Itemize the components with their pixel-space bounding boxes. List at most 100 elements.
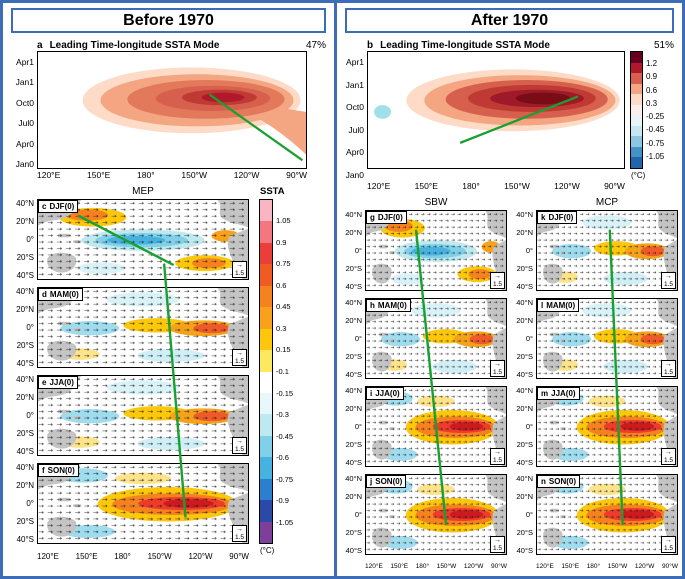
tick-label: -0.25	[646, 112, 665, 122]
tick-label: 150°E	[390, 563, 409, 570]
tick-label: 0°	[26, 499, 34, 508]
panel-label: l MAM(0)	[537, 299, 580, 312]
colorbar-segment	[260, 478, 272, 501]
tick-label: 20°N	[16, 481, 34, 490]
tick-label: 0°	[525, 510, 533, 519]
vector-arrow-icon: →	[235, 438, 243, 446]
map-panel-l: l MAM(0) → 1.5	[536, 298, 678, 379]
tick-label: Jan0	[345, 169, 364, 180]
vector-arrow-icon: →	[664, 537, 672, 545]
panel-label: n SON(0)	[537, 475, 581, 488]
map-row: 40°N 20°N 0° 20°S 40°S m JJA(0) → 1.5	[512, 386, 678, 467]
colorbar-segment	[260, 200, 272, 222]
after-1970-section: After 1970 b Leading Time-longitude SSTA…	[337, 3, 682, 576]
tick-label: 40°N	[516, 298, 533, 307]
panel-letter: e	[42, 378, 47, 387]
tick-label: 0.15	[276, 345, 291, 355]
panel-letter: c	[42, 202, 47, 211]
x-axis-ticks: 120°E 150°E 180° 150°W 120°W 90°W	[536, 563, 678, 570]
panel-season: JJA(0)	[375, 389, 400, 398]
vector-scale-value: 1.5	[663, 280, 673, 288]
panel-season: MAM(0)	[377, 301, 407, 310]
tick-label: 40°N	[516, 474, 533, 483]
tick-label: 20°S	[345, 352, 362, 361]
colorbar-segment	[631, 94, 642, 105]
y-axis-ticks: 40°N 20°N 0° 20°S 40°S	[7, 199, 37, 280]
tick-label: 40°S	[516, 458, 533, 467]
tick-label: -0.6	[276, 453, 289, 463]
vector-scale-box: → 1.5	[489, 448, 505, 465]
panel-label: f SON(0)	[38, 464, 79, 477]
tick-label: 40°N	[516, 210, 533, 219]
panel-label: j SON(0)	[366, 475, 407, 488]
tick-label: 20°N	[16, 217, 34, 226]
panel-label: k DJF(0)	[537, 211, 578, 224]
vector-scale-value: 1.5	[234, 533, 244, 541]
colorbar-segment	[260, 285, 272, 308]
panel-letter: b	[367, 40, 374, 51]
map-panel-e: e JJA(0) → 1.5	[37, 375, 249, 456]
panel-letter: l	[541, 301, 544, 310]
tick-label: 120°W	[188, 552, 213, 561]
tick-label: 40°N	[16, 287, 34, 296]
vector-arrow-icon: →	[235, 350, 243, 358]
colorbar-segment	[260, 457, 272, 479]
colorbar-segment	[260, 221, 272, 243]
colorbar-segment	[260, 350, 272, 372]
tick-label: 150°E	[561, 563, 580, 570]
panel-letter: n	[541, 477, 546, 486]
panel-title: Leading Time-longitude SSTA Mode	[49, 40, 220, 51]
map-row: 40°N 20°N 0° 20°S 40°S k DJF(0) → 1.5	[512, 210, 678, 291]
column-title-mep: MEP	[132, 186, 154, 197]
tick-label: 40°N	[345, 298, 362, 307]
panel-title: Leading Time-longitude SSTA Mode	[380, 40, 550, 51]
tick-label: 40°S	[345, 458, 362, 467]
panel-letter: j	[370, 477, 373, 486]
tick-label: Oct0	[346, 102, 364, 113]
tick-label: 40°S	[516, 370, 533, 379]
vector-arrow-icon: →	[664, 361, 672, 369]
colorbar-segment	[631, 157, 642, 169]
map-panel-n: n SON(0) → 1.5	[536, 474, 678, 555]
map-panel-k: k DJF(0) → 1.5	[536, 210, 678, 291]
hovmoller-plot-b	[367, 51, 625, 169]
vector-arrow-icon: →	[235, 526, 243, 534]
panel-season: DJF(0)	[548, 213, 574, 222]
tick-label: 20°S	[345, 440, 362, 449]
tick-label: 120°W	[554, 181, 580, 191]
tick-label: 20°S	[16, 517, 34, 526]
map-row: 40°N 20°N 0° 20°S 40°S g DJF(0) → 1.5	[341, 210, 507, 291]
panel-season: MAM(0)	[546, 301, 576, 310]
panel-letter: d	[42, 290, 47, 299]
tick-label: 20°N	[516, 316, 533, 325]
tick-label: -0.15	[276, 388, 294, 398]
tick-label: 90°W	[229, 552, 249, 561]
colorbar-segment	[260, 371, 272, 393]
tick-label: 20°S	[16, 253, 34, 262]
tick-label: 0.6	[276, 280, 287, 290]
tick-label: 20°S	[516, 264, 533, 273]
panel-season: SON(0)	[375, 477, 403, 486]
map-row: 40°N 20°N 0° 20°S 40°S f SON(0) → 1.5	[7, 463, 249, 544]
map-row: 40°N 20°N 0° 20°S 40°S j SON(0) → 1.5	[341, 474, 507, 555]
map-panel-f: f SON(0) → 1.5	[37, 463, 249, 544]
vector-scale-box: → 1.5	[489, 536, 505, 553]
colorbar-segment	[260, 392, 272, 415]
tick-label: 20°N	[345, 228, 362, 237]
map-column-mep: MEP 40°N 20°N 0° 20°S 40°S c DJF(0) → 1.5 40°N…	[7, 186, 249, 561]
tick-label: 120°E	[365, 563, 383, 570]
tick-label: 1.2	[646, 59, 658, 68]
x-axis-ticks: 120°E 150°E 180° 150°W 120°W 90°W	[365, 563, 507, 570]
tick-label: -0.1	[276, 366, 289, 376]
y-axis-ticks: Apr1 Jan1 Oct0 Jul0 Apr0 Jan0	[341, 51, 367, 180]
colorbar-segment	[631, 62, 642, 74]
tick-label: Jan1	[345, 79, 364, 90]
before-1970-section: Before 1970 a Leading Time-longitude SST…	[3, 3, 337, 576]
map-row: 40°N 20°N 0° 20°S 40°S h MAM(0) → 1.5	[341, 298, 507, 379]
tick-label: 0°	[354, 334, 362, 343]
tick-label: 20°S	[16, 429, 34, 438]
colorbar-label: SSTA	[260, 186, 285, 197]
y-axis-ticks: 40°N 20°N 0° 20°S 40°S	[512, 386, 536, 467]
vector-scale-value: 1.5	[492, 368, 502, 376]
hovmoller-a: a Leading Time-longitude SSTA Mode 47% A…	[7, 37, 334, 180]
